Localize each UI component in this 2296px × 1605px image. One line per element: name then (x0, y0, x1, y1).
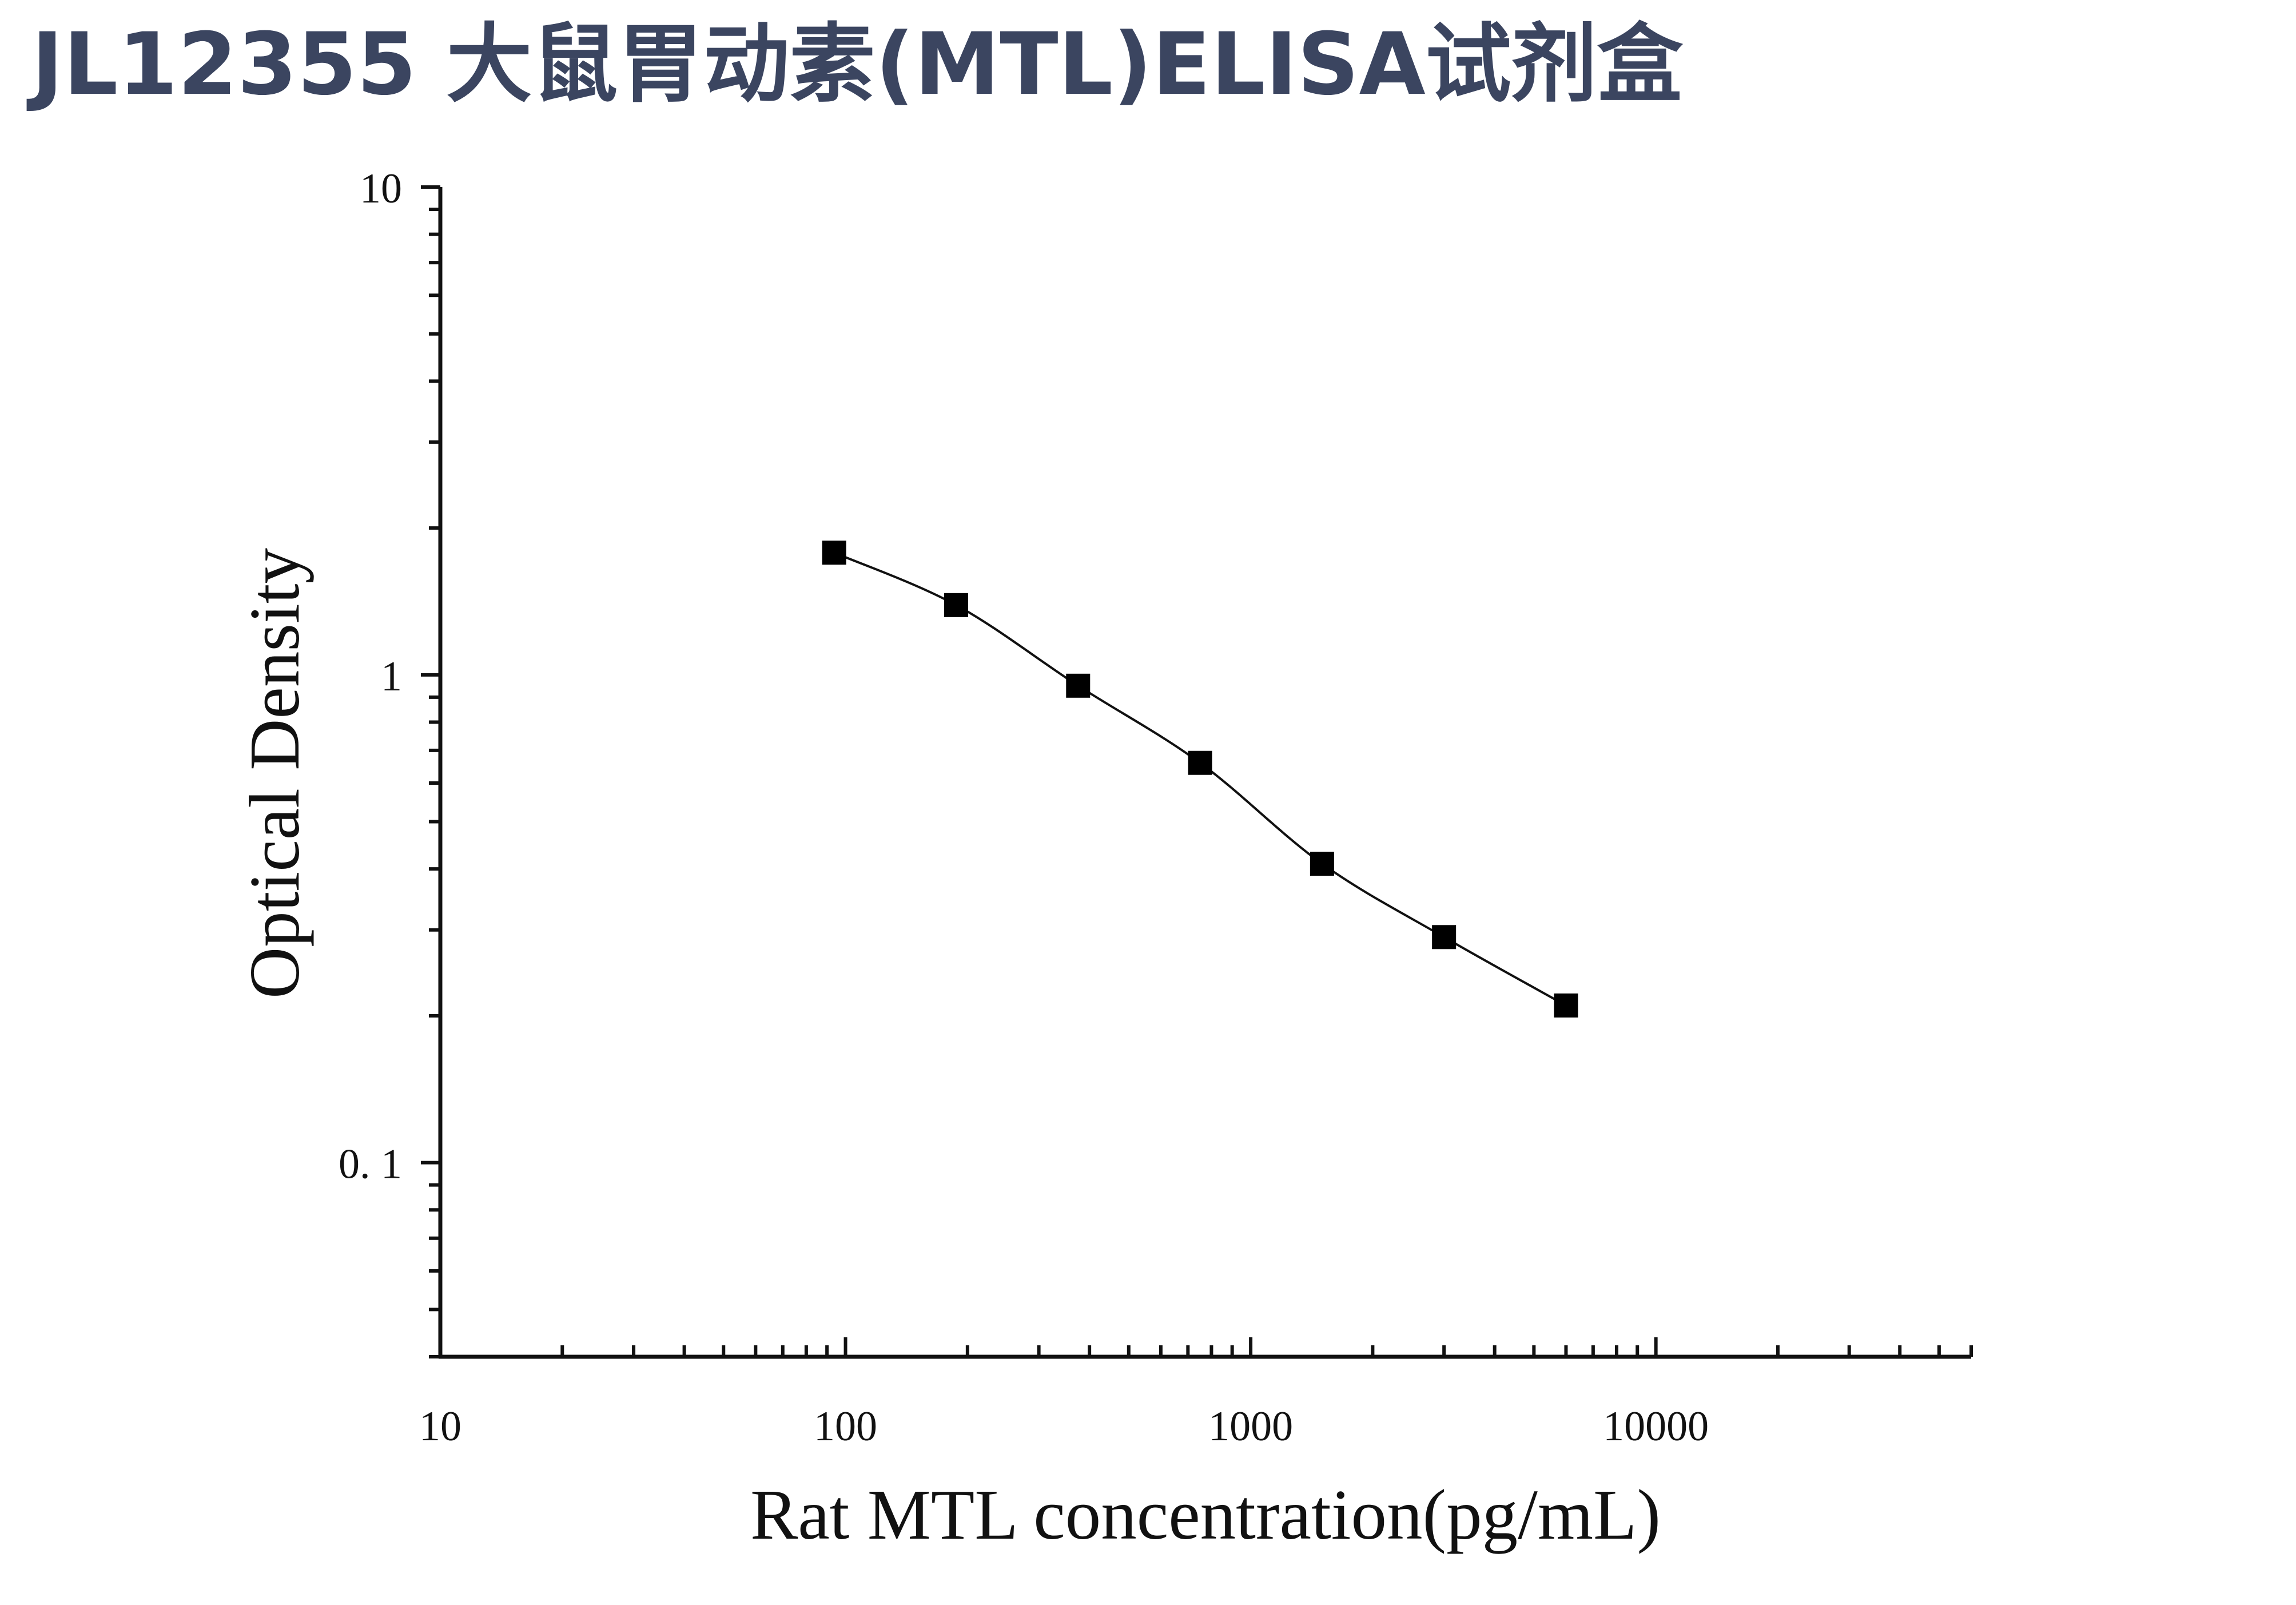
x-tick-label: 10000 (1603, 1403, 1709, 1450)
data-point (822, 541, 846, 565)
page-title: JL12355 大鼠胃动素(MTL)ELISA试剂盒 (31, 15, 1683, 114)
data-point (1310, 852, 1334, 876)
x-axis-tick-labels: 10 100 1000 10000 (419, 1403, 1709, 1450)
x-tick-label: 100 (814, 1403, 877, 1450)
y-axis-title: Optical Density (236, 547, 315, 999)
y-axis-tick-labels: 10 1 0. 1 (339, 165, 402, 1188)
x-axis-ticks (439, 1337, 1973, 1357)
data-point (1554, 993, 1578, 1018)
data-points (822, 541, 1578, 1018)
y-tick-label: 1 (381, 653, 402, 700)
y-tick-label: 10 (360, 165, 402, 212)
x-axis-title: Rat MTL concentration(pg/mL) (750, 1476, 1661, 1555)
x-tick-label: 10 (419, 1403, 461, 1450)
data-point (1066, 673, 1091, 698)
data-point (1188, 750, 1212, 775)
y-axis-ticks (421, 185, 440, 1358)
y-tick-label: 0. 1 (339, 1141, 402, 1188)
data-point (944, 593, 968, 617)
data-point (1432, 925, 1457, 950)
x-tick-label: 1000 (1208, 1403, 1293, 1450)
fit-curve (833, 551, 1567, 1007)
